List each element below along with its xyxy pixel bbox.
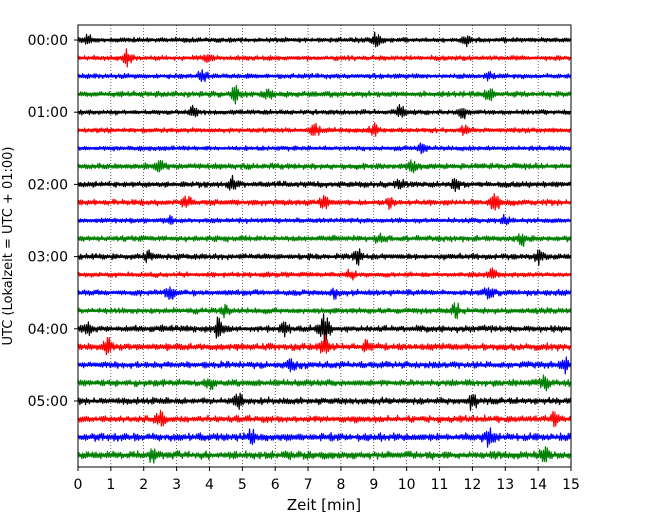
x-tick-label: 15 [562,477,580,493]
x-axis-label: Zeit [min] [287,496,361,514]
x-tick-label: 12 [463,477,481,493]
y-axis: 00:00 01:00 02:00 03:00 04:00 05:00 [28,33,78,410]
x-tick-label: 0 [74,477,83,493]
y-tick-label: 02:00 [28,177,68,193]
x-tick-label: 1 [106,477,115,493]
y-tick-label: 00:00 [28,33,68,49]
x-tick-label: 9 [369,477,378,493]
plot-frame [77,24,572,468]
y-tick-label: 04:00 [28,322,68,338]
y-tick-label: 03:00 [28,250,68,266]
x-tick-label: 8 [336,477,345,493]
y-tick-label: 05:00 [28,394,68,410]
x-tick-label: 2 [139,477,148,493]
x-tick-label: 6 [271,477,280,493]
trace-group [77,31,572,464]
y-axis-label: UTC (Lokalzeit = UTC + 01:00) [1,147,16,346]
x-tick-label: 10 [398,477,416,493]
x-tick-label: 5 [238,477,247,493]
trace-line [77,286,572,300]
x-tick-label: 4 [205,477,214,493]
x-tick-label: 3 [172,477,181,493]
y-tick-label: 01:00 [28,105,68,121]
x-tick-label: 7 [304,477,313,493]
x-axis: 0 1 2 3 4 5 6 7 8 9 10 11 12 13 14 15 [74,467,580,493]
x-tick-label: 14 [529,477,547,493]
x-tick-label: 11 [431,477,449,493]
x-tick-label: 13 [496,477,514,493]
